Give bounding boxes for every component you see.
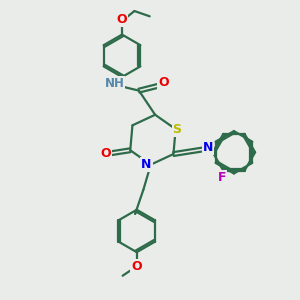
Text: O: O <box>117 14 127 26</box>
Text: S: S <box>172 123 182 136</box>
Text: O: O <box>100 147 111 160</box>
Text: F: F <box>218 171 226 184</box>
Text: O: O <box>131 260 142 273</box>
Text: O: O <box>158 76 169 89</box>
Text: N: N <box>203 141 213 154</box>
Text: NH: NH <box>105 77 124 90</box>
Text: N: N <box>141 158 152 171</box>
